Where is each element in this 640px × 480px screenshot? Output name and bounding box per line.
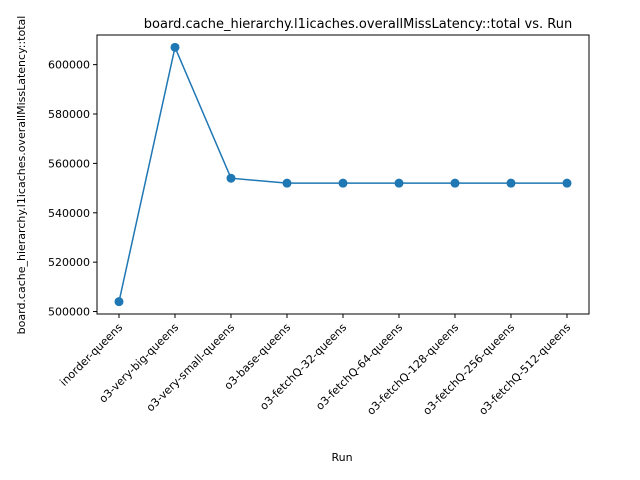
y-axis-ticks: 500000 520000 540000 560000 580000 600000: [48, 59, 97, 319]
data-point: [226, 173, 236, 183]
y-axis-title: board.cache_hierarchy.l1icaches.overallM…: [15, 16, 28, 335]
y-tick-label: 540000: [48, 207, 90, 220]
y-tick-label: 500000: [48, 306, 90, 319]
y-tick-label: 560000: [48, 157, 90, 170]
series-layer: [114, 42, 572, 307]
data-point: [506, 178, 516, 188]
chart-title: board.cache_hierarchy.l1icaches.overallM…: [144, 17, 572, 32]
data-point: [114, 297, 124, 307]
y-tick-label: 600000: [48, 59, 90, 72]
data-point: [450, 178, 460, 188]
data-point: [170, 42, 180, 52]
data-point: [338, 178, 348, 188]
y-tick-label: 580000: [48, 108, 90, 121]
data-point: [282, 178, 292, 188]
y-tick-label: 520000: [48, 256, 90, 269]
data-point: [394, 178, 404, 188]
x-axis-title: Run: [331, 451, 352, 464]
plot-frame: [96, 34, 590, 315]
data-point: [562, 178, 572, 188]
